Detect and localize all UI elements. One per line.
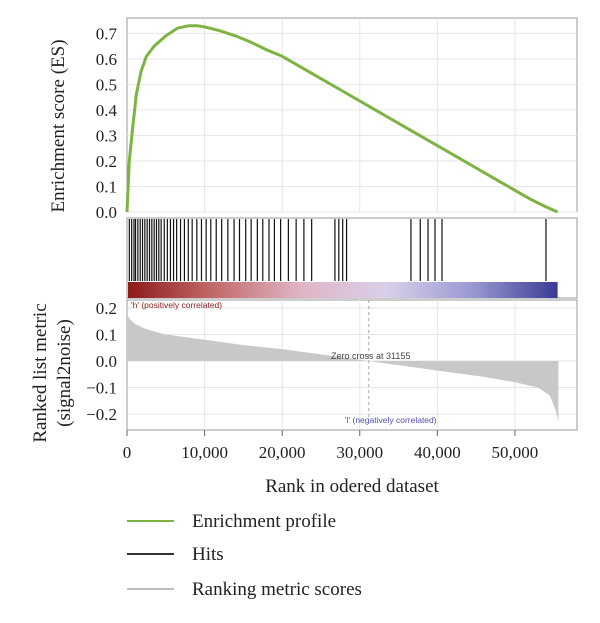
negative-correlated-label: 'l' (negatively correlated) (345, 415, 437, 425)
metric-y-tick-label: −0.2 (86, 405, 117, 424)
es-y-axis-label: Enrichment score (ES) (48, 39, 69, 212)
metric-y-axis-label-line1: Ranked list metric (30, 303, 51, 442)
legend: Enrichment profile Hits Ranking metric sco… (127, 511, 362, 600)
es-y-ticks: 0.0 0.1 0.2 0.3 0.4 0.5 0.6 0.7 (96, 24, 118, 222)
x-tick-label: 30,000 (336, 443, 383, 462)
legend-label: Hits (192, 544, 224, 565)
metric-y-ticks: 0.2 0.1 0.0 −0.1 −0.2 (86, 299, 117, 424)
hits-panel (126, 217, 578, 299)
metric-y-axis-label-line2: (signal2noise) (54, 319, 75, 427)
es-y-tick-label: 0.6 (96, 50, 117, 69)
ranking-gradient-bar (128, 282, 558, 298)
metric-y-tick-label: 0.2 (96, 299, 117, 318)
es-y-tick-label: 0.0 (96, 203, 117, 222)
x-axis-label: Rank in odered dataset (265, 476, 439, 497)
gradient-rect (128, 282, 558, 298)
es-y-tick-label: 0.3 (96, 126, 117, 145)
x-tick-label: 0 (123, 443, 132, 462)
es-panel: 0.0 0.1 0.2 0.3 0.4 0.5 0.6 0.7 Enrichment scor… (48, 17, 578, 222)
metric-panel: Zero cross at 31155 'h' (positively corr… (30, 299, 578, 443)
positive-correlated-label: 'h' (positively correlated) (131, 300, 222, 310)
es-y-tick-label: 0.5 (96, 75, 117, 94)
metric-area (127, 313, 559, 422)
es-line (125, 24, 559, 214)
es-y-tick-label: 0.2 (96, 152, 117, 171)
x-tick-label: 50,000 (492, 443, 539, 462)
metric-y-tick-label: 0.0 (96, 352, 117, 371)
es-y-tick-label: 0.4 (96, 101, 118, 120)
x-tick-label: 10,000 (181, 443, 228, 462)
x-tick-label: 40,000 (414, 443, 461, 462)
legend-label: Enrichment profile (192, 511, 336, 532)
es-y-tick-label: 0.1 (96, 177, 117, 196)
legend-label: Ranking metric scores (192, 579, 362, 600)
x-ticks: 0 10,000 20,000 30,000 40,000 50,000 (123, 430, 539, 462)
es-y-tick-label: 0.7 (96, 24, 118, 43)
x-tick-label: 20,000 (259, 443, 306, 462)
metric-grid (127, 300, 577, 430)
zero-cross-label: Zero cross at 31155 (331, 351, 410, 361)
metric-y-tick-label: −0.1 (86, 379, 117, 398)
metric-y-tick-label: 0.1 (96, 325, 117, 344)
es-grid (127, 18, 577, 213)
hits-lines (128, 219, 547, 281)
es-plot-frame (126, 17, 578, 213)
